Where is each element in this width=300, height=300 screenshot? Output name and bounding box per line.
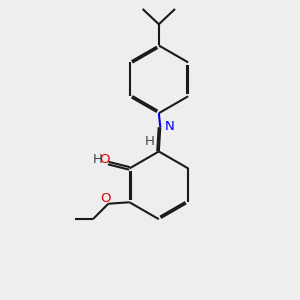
- Text: H: H: [92, 153, 102, 166]
- Text: N: N: [164, 120, 174, 133]
- Text: O: O: [101, 192, 111, 205]
- Text: H: H: [145, 135, 155, 148]
- Text: O: O: [99, 153, 110, 166]
